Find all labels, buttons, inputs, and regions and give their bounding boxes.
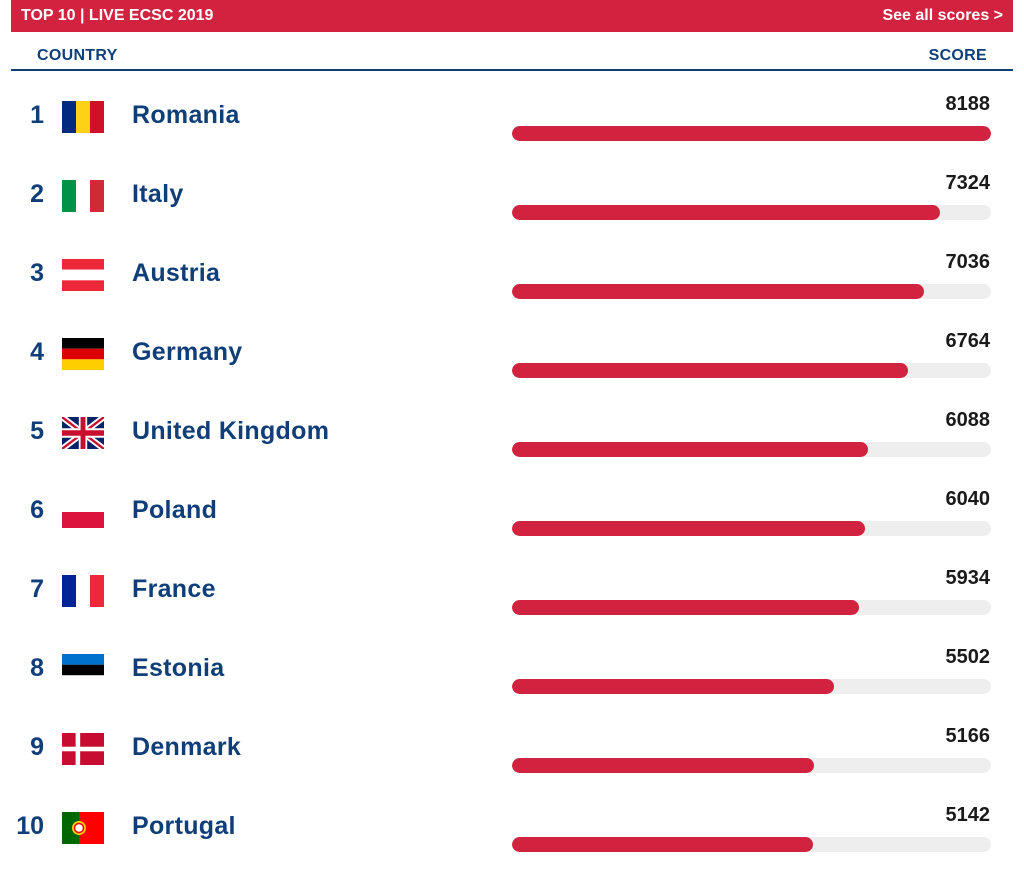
table-row: 7 France 5934 xyxy=(0,567,1024,653)
score-value: 6088 xyxy=(945,409,991,431)
table-row: 3 Austria 7036 xyxy=(0,251,1024,337)
score-value: 7036 xyxy=(945,251,991,273)
score-value: 8188 xyxy=(945,93,991,115)
table-row: 5 United Kingdom 6088 xyxy=(0,409,1024,495)
country-name[interactable]: Italy xyxy=(132,180,184,208)
country-name[interactable]: United Kingdom xyxy=(132,417,330,445)
country-name[interactable]: Austria xyxy=(132,259,221,287)
table-row: 4 Germany 6764 xyxy=(0,330,1024,416)
score-bar xyxy=(512,837,991,852)
score-bar xyxy=(512,205,991,220)
table-row: 8 Estonia 5502 xyxy=(0,646,1024,732)
estonia-flag-icon xyxy=(62,654,104,686)
score-value: 5502 xyxy=(945,646,991,668)
italy-flag-icon xyxy=(62,180,104,212)
score-bar-fill xyxy=(512,679,834,694)
score-bar-fill xyxy=(512,442,869,457)
country-name[interactable]: Estonia xyxy=(132,654,225,682)
portugal-flag-icon xyxy=(62,812,104,844)
country-name[interactable]: Poland xyxy=(132,496,218,524)
table-row: 9 Denmark 5166 xyxy=(0,725,1024,811)
see-all-scores-link[interactable]: See all scores > xyxy=(882,7,1003,24)
score-bar xyxy=(512,679,991,694)
scoreboard-header: TOP 10 | LIVE ECSC 2019 See all scores > xyxy=(11,0,1013,32)
country-name[interactable]: France xyxy=(132,575,216,603)
score-value: 5934 xyxy=(945,567,991,589)
score-value: 6040 xyxy=(945,488,991,510)
rank-number: 3 xyxy=(30,259,44,287)
rank-number: 9 xyxy=(30,733,44,761)
score-value: 7324 xyxy=(945,172,991,194)
rank-number: 5 xyxy=(30,417,44,445)
table-row: 2 Italy 7324 xyxy=(0,172,1024,258)
romania-flag-icon xyxy=(62,101,104,133)
score-bar xyxy=(512,442,991,457)
table-row: 1 Romania 8188 xyxy=(0,93,1024,179)
rank-number: 2 xyxy=(30,180,44,208)
uk-flag-icon xyxy=(62,417,104,449)
country-name[interactable]: Romania xyxy=(132,101,240,129)
score-bar xyxy=(512,284,991,299)
score-bar-fill xyxy=(512,126,991,141)
rank-number: 4 xyxy=(30,338,44,366)
score-value: 5166 xyxy=(945,725,991,747)
score-bar-fill xyxy=(512,600,860,615)
score-column-header: SCORE xyxy=(928,47,987,64)
score-bar-fill xyxy=(512,521,866,536)
rank-number: 6 xyxy=(30,496,44,524)
score-value: 5142 xyxy=(945,804,991,826)
rank-number: 1 xyxy=(30,101,44,129)
denmark-flag-icon xyxy=(62,733,104,765)
france-flag-icon xyxy=(62,575,104,607)
score-bar-fill xyxy=(512,837,813,852)
germany-flag-icon xyxy=(62,338,104,370)
score-bar xyxy=(512,126,991,141)
score-bar-fill xyxy=(512,205,941,220)
rank-number: 7 xyxy=(30,575,44,603)
score-bar-fill xyxy=(512,363,908,378)
score-bar-fill xyxy=(512,758,815,773)
score-bar xyxy=(512,521,991,536)
table-row: 10 Portugal 5142 xyxy=(0,804,1024,890)
country-name[interactable]: Germany xyxy=(132,338,243,366)
score-bar-fill xyxy=(512,284,924,299)
header-divider xyxy=(11,69,1013,71)
rank-number: 10 xyxy=(16,812,44,840)
score-bar xyxy=(512,363,991,378)
rank-number: 8 xyxy=(30,654,44,682)
poland-flag-icon xyxy=(62,496,104,528)
scoreboard-title: TOP 10 | LIVE ECSC 2019 xyxy=(21,7,214,24)
table-row: 6 Poland 6040 xyxy=(0,488,1024,574)
austria-flag-icon xyxy=(62,259,104,291)
score-bar xyxy=(512,758,991,773)
country-name[interactable]: Denmark xyxy=(132,733,242,761)
column-headers: COUNTRY SCORE xyxy=(11,47,1013,69)
score-bar xyxy=(512,600,991,615)
country-column-header: COUNTRY xyxy=(37,47,118,64)
score-value: 6764 xyxy=(945,330,991,352)
country-name[interactable]: Portugal xyxy=(132,812,236,840)
